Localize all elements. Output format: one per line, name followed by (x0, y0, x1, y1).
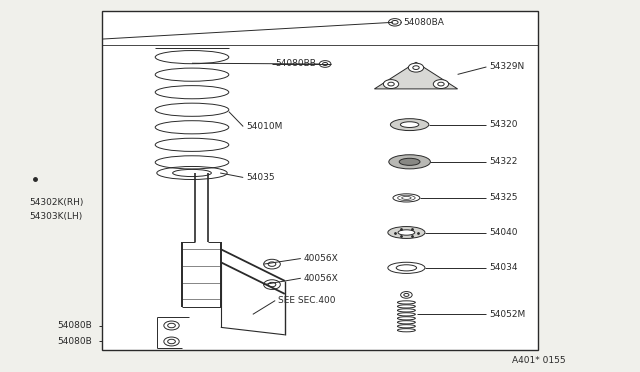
Circle shape (413, 66, 419, 70)
Circle shape (438, 82, 444, 86)
Circle shape (268, 282, 276, 287)
Text: 54320: 54320 (490, 120, 518, 129)
Text: SEE SEC.400: SEE SEC.400 (278, 296, 336, 305)
Circle shape (168, 339, 175, 344)
Circle shape (401, 292, 412, 298)
Text: 54303K(LH): 54303K(LH) (29, 212, 82, 221)
Circle shape (164, 337, 179, 346)
Text: 54080BA: 54080BA (403, 18, 444, 27)
Circle shape (404, 294, 409, 296)
Circle shape (392, 20, 398, 24)
Circle shape (323, 62, 328, 65)
Text: 54080BB: 54080BB (275, 60, 316, 68)
Ellipse shape (399, 158, 420, 166)
Text: 54080B: 54080B (58, 337, 92, 346)
Ellipse shape (390, 119, 429, 131)
Text: 54052M: 54052M (490, 310, 526, 319)
Circle shape (388, 82, 394, 86)
FancyBboxPatch shape (102, 11, 538, 350)
Circle shape (264, 280, 280, 289)
Text: 54325: 54325 (490, 193, 518, 202)
Circle shape (388, 19, 401, 26)
Ellipse shape (401, 122, 419, 128)
Circle shape (264, 259, 280, 269)
Circle shape (383, 80, 399, 89)
Text: A401* 0155: A401* 0155 (512, 356, 566, 365)
Text: 40056X: 40056X (304, 254, 339, 263)
Text: 54035: 54035 (246, 173, 275, 182)
Circle shape (168, 323, 175, 328)
Text: 40056X: 40056X (304, 274, 339, 283)
Text: 54322: 54322 (490, 157, 518, 166)
Ellipse shape (398, 230, 415, 235)
Circle shape (164, 321, 179, 330)
Text: 54040: 54040 (490, 228, 518, 237)
Circle shape (268, 262, 276, 266)
Text: 54010M: 54010M (246, 122, 283, 131)
Polygon shape (374, 62, 458, 89)
Text: 54302K(RH): 54302K(RH) (29, 198, 83, 207)
Circle shape (433, 80, 449, 89)
Circle shape (408, 63, 424, 72)
Ellipse shape (389, 155, 431, 169)
Ellipse shape (388, 227, 425, 238)
Text: 54034: 54034 (490, 263, 518, 272)
Text: 54329N: 54329N (490, 62, 525, 71)
Circle shape (319, 61, 331, 67)
Text: 54080B: 54080B (58, 321, 92, 330)
